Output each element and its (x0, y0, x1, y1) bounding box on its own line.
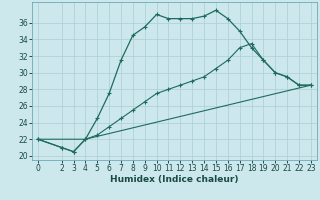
X-axis label: Humidex (Indice chaleur): Humidex (Indice chaleur) (110, 175, 239, 184)
